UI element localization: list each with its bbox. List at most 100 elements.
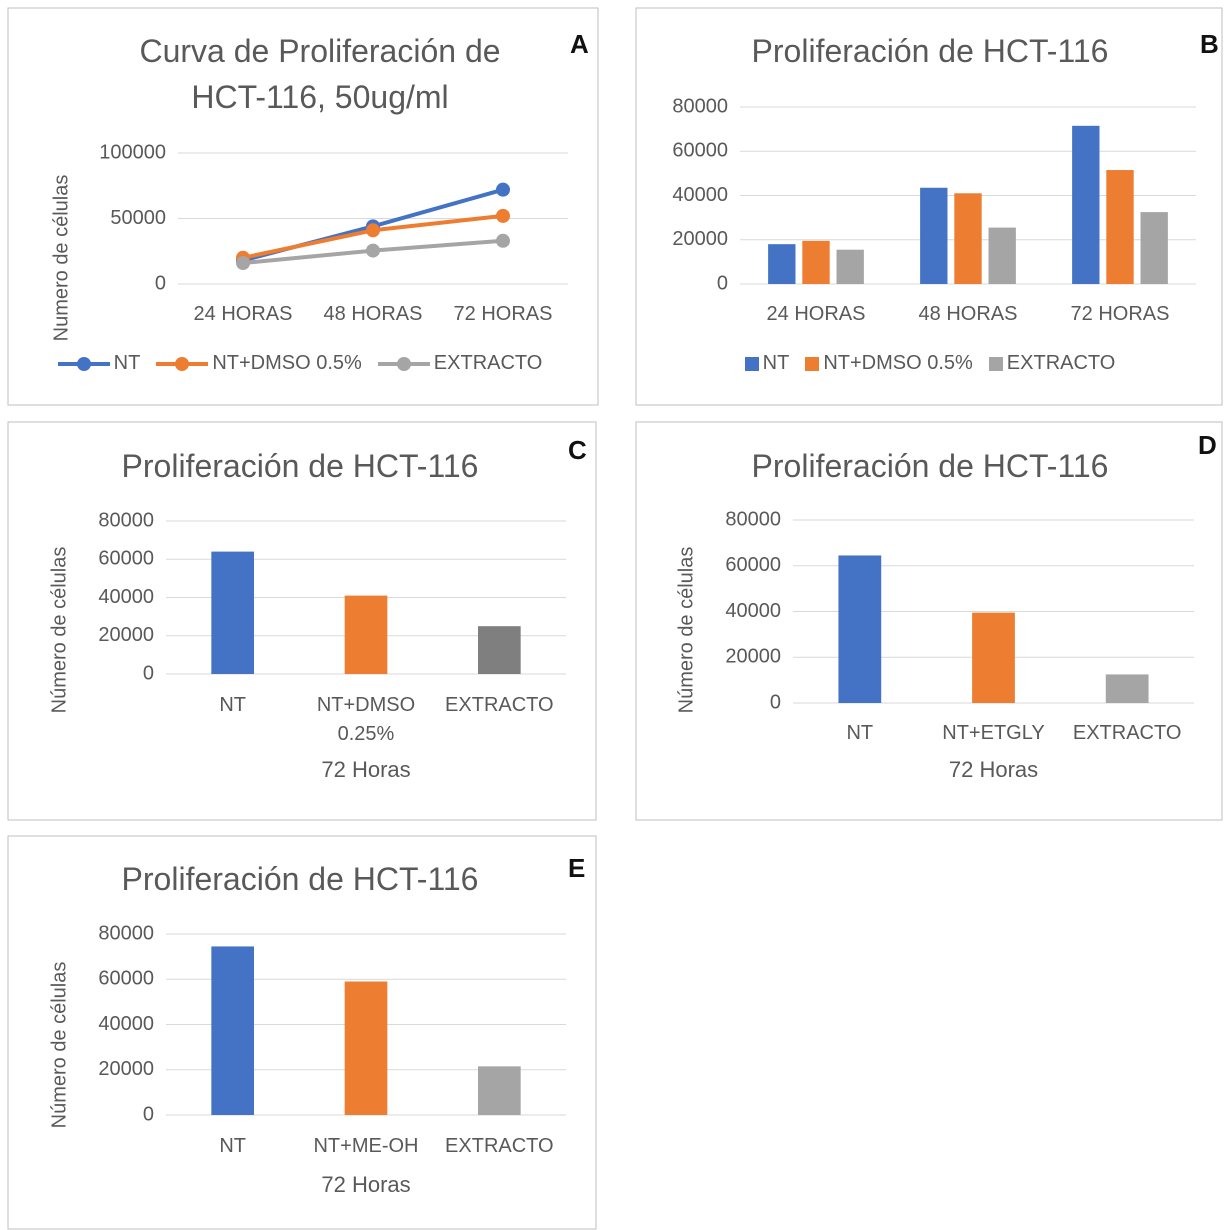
- panel-label: E: [568, 853, 585, 883]
- bar: [1105, 674, 1149, 703]
- legend-item: NT: [744, 352, 790, 375]
- bar: [972, 612, 1015, 703]
- text-box: 48 HORAS: [323, 303, 423, 325]
- bar: [802, 240, 830, 284]
- legend-label: NT+DMSO 0.5%: [212, 352, 362, 374]
- y-tick-label: 0: [717, 272, 728, 294]
- text-box: 72 HORAS: [453, 303, 553, 325]
- panel-frame: [7, 7, 599, 406]
- legend-item: NT+DMSO 0.5%: [156, 352, 362, 375]
- bar: [836, 249, 864, 284]
- text-box: NT: [219, 694, 246, 716]
- x-axis-label: 72 Horas: [321, 757, 410, 782]
- bar: [768, 244, 796, 284]
- legend-marker: [396, 356, 411, 371]
- text-box: 24 HORAS: [193, 303, 293, 325]
- x-tick-label: NT+DMSO 0.25%: [316, 694, 416, 745]
- legend: NT NT+DMSO 0.5% EXTRACTO: [660, 352, 1200, 375]
- text-box: NT+DMSO 0.25%: [316, 694, 416, 745]
- legend-label: NT: [762, 352, 790, 374]
- panel-label: D: [1198, 430, 1217, 460]
- x-tick-label: 72 HORAS: [453, 303, 553, 325]
- y-tick-label: 40000: [98, 1013, 154, 1035]
- x-tick-label: EXTRACTO: [445, 694, 554, 716]
- legend-item: EXTRACTO: [377, 352, 543, 375]
- bar: [954, 193, 982, 284]
- text-box: EXTRACTO: [445, 694, 554, 716]
- x-tick-label: 24 HORAS: [193, 303, 293, 325]
- bar: [211, 946, 254, 1115]
- y-tick-label: 60000: [725, 554, 781, 576]
- bar: [344, 595, 388, 674]
- x-tick-label: 48 HORAS: [323, 303, 423, 325]
- text-box: NT NT+DMSO 0.5% EXTRACTO: [660, 352, 1200, 375]
- panel-frame: [7, 421, 597, 821]
- panel-frame: [7, 835, 597, 1230]
- panel-frame: [635, 7, 1223, 406]
- legend-swatch: [805, 356, 820, 371]
- chart-title: Curva de Proliferación de HCT-116, 50ug/…: [139, 33, 501, 115]
- legend-swatch: [377, 356, 430, 371]
- x-tick-label: 48 HORAS: [918, 303, 1018, 325]
- y-axis-label: Número de células: [48, 962, 70, 1129]
- bar: [478, 1066, 521, 1115]
- bar: [988, 227, 1016, 284]
- text-box: Proliferación de HCT-116: [752, 448, 1109, 484]
- text-box: 24 HORAS: [766, 303, 866, 325]
- marker: [366, 223, 380, 238]
- text-box: NT NT+DMSO 0.5% EXTRACTO: [57, 352, 543, 375]
- marker: [496, 233, 510, 248]
- panel-label: B: [1200, 29, 1219, 59]
- y-axis-label: Numero de células: [50, 175, 72, 342]
- legend-swatch: [988, 356, 1003, 371]
- x-axis-label: 72 Horas: [949, 757, 1038, 782]
- x-tick-label: NT+ME-OH: [313, 1135, 419, 1157]
- y-tick-label: 20000: [98, 1058, 154, 1080]
- bar: [478, 626, 521, 674]
- legend-label: EXTRACTO: [1006, 352, 1116, 374]
- text-box: NT+ETGLY: [942, 722, 1044, 744]
- marker: [236, 256, 250, 271]
- legend-swatch: [744, 356, 759, 371]
- text-box: Proliferación de HCT-116: [121, 448, 479, 484]
- x-tick-label: 72 HORAS: [1070, 303, 1170, 325]
- legend-label: NT: [113, 352, 141, 374]
- text-box: EXTRACTO: [1072, 722, 1182, 744]
- text-box: EXTRACTO: [445, 1135, 554, 1157]
- y-tick-label: 60000: [98, 968, 154, 990]
- text-box: NT+ME-OH: [313, 1135, 419, 1157]
- chart-title: Proliferación de HCT-116: [121, 448, 479, 484]
- y-tick-label: 40000: [672, 184, 728, 206]
- y-tick-label: 80000: [98, 509, 154, 531]
- y-tick-label: 80000: [98, 922, 154, 944]
- x-tick-label: 24 HORAS: [766, 303, 866, 325]
- text-box: NT: [219, 1135, 246, 1157]
- chart-title: Proliferación de HCT-116: [751, 33, 1109, 69]
- bar: [1140, 212, 1168, 284]
- y-tick-label: 20000: [725, 646, 781, 668]
- y-tick-label: 0: [143, 1103, 154, 1125]
- text-box: 48 HORAS: [918, 303, 1018, 325]
- y-axis-label: Número de células: [48, 547, 70, 714]
- legend-label: NT+DMSO 0.5%: [823, 352, 973, 374]
- y-tick-label: 40000: [725, 600, 781, 622]
- panel-frame: [635, 421, 1223, 821]
- marker: [496, 182, 510, 197]
- legend-label: EXTRACTO: [433, 352, 543, 374]
- y-tick-label: 40000: [98, 586, 154, 608]
- y-tick-label: 20000: [98, 624, 154, 646]
- text-box: Curva de Proliferación de HCT-116, 50ug/…: [139, 33, 501, 115]
- legend-marker: [175, 356, 190, 371]
- legend-marker: [76, 356, 91, 371]
- legend-item: EXTRACTO: [988, 352, 1116, 375]
- x-tick-label: EXTRACTO: [1072, 722, 1182, 744]
- bar: [344, 981, 388, 1115]
- y-tick-label: 60000: [672, 140, 728, 162]
- text-box: Proliferación de HCT-116: [122, 861, 479, 897]
- y-tick-label: 0: [143, 662, 154, 684]
- y-tick-label: 60000: [98, 548, 154, 570]
- legend-item: NT+DMSO 0.5%: [805, 352, 973, 375]
- legend-swatch: [156, 356, 209, 371]
- bar: [1106, 170, 1134, 284]
